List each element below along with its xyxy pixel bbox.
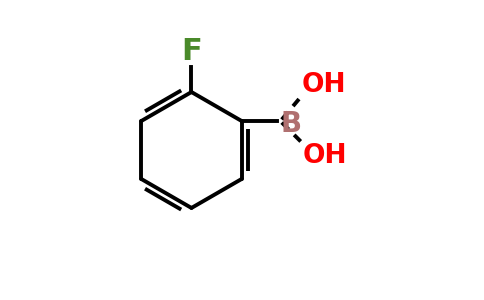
Text: OH: OH bbox=[303, 143, 348, 169]
Text: OH: OH bbox=[302, 72, 346, 98]
Text: B: B bbox=[281, 110, 302, 138]
Text: F: F bbox=[181, 37, 202, 66]
